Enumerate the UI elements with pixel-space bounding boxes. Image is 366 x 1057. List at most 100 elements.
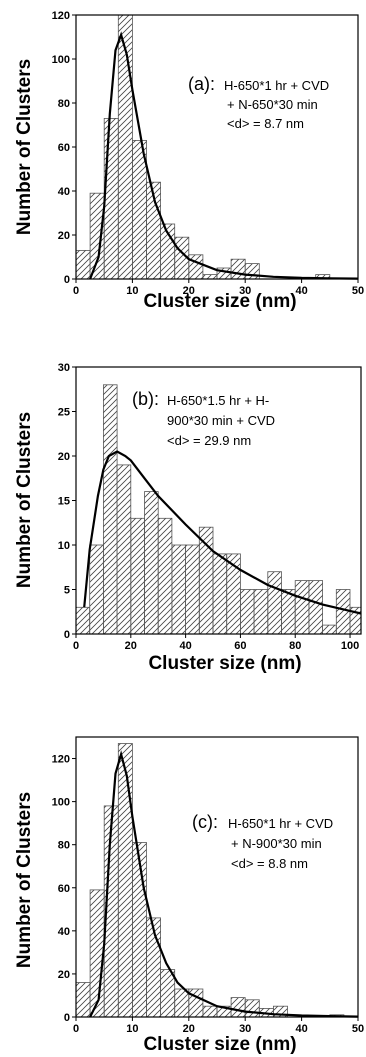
panel-b-bar: [335, 589, 351, 635]
panel-c-y-ticks: 0 20 40 60 80 100 120: [52, 754, 76, 1024]
panel-a-y-tick-label: 80: [58, 98, 70, 110]
panel-b-bar: [89, 544, 104, 635]
panel-b-note-line-1: H-650*1.5 hr + H-: [167, 393, 269, 408]
panel-a-bar: [103, 118, 119, 280]
panel-a-x-axis-title: Cluster size (nm): [143, 291, 296, 312]
panel-c-x-axis-title: Cluster size (nm): [143, 1034, 296, 1055]
panel-c-x-ticks: 0 10 20 30 40 50: [73, 1017, 364, 1035]
panel-a-y-tick-label: 120: [52, 10, 70, 22]
panel-c-note-line-3: <d> = 8.8 nm: [231, 856, 308, 871]
panel-c-x-tick-label: 40: [295, 1023, 307, 1035]
panel-a-x-tick-label: 30: [239, 285, 251, 297]
panel-c-y-axis-title: Number of Clusters: [14, 792, 35, 968]
panel-c-y-tick-label: 0: [64, 1012, 70, 1024]
panel-a-bar: [244, 263, 260, 280]
panel-b-y-tick-label: 0: [64, 629, 70, 641]
panel-c-y-tick-label: 100: [52, 797, 70, 809]
panel-b-bar: [239, 589, 255, 635]
panel-b-note-line-3: <d> = 29.9 nm: [167, 433, 251, 448]
panel-a-x-ticks: 0 10 20 30 40 50: [73, 279, 364, 297]
panel-c-bar: [174, 988, 190, 1018]
panel-c-x-tick-label: 50: [352, 1023, 364, 1035]
panel-a-y-ticks: 0 20 40 60 80 100 120: [52, 10, 76, 286]
panel-b-y-tick-label: 5: [64, 585, 70, 597]
panel-c-x-tick-label: 30: [239, 1023, 251, 1035]
panel-b-bar: [308, 580, 323, 635]
panel-c-y-tick-label: 80: [58, 840, 70, 852]
panel-b-y-tick-label: 15: [58, 496, 70, 508]
panel-b-bar: [267, 571, 282, 635]
panel-b-bar: [103, 384, 118, 635]
panel-a-note-line-2: + N-650*30 min: [227, 97, 318, 112]
panel-b-note-line-2: 900*30 min + CVD: [167, 413, 275, 428]
panel-c-fit-curve: [89, 750, 359, 1018]
panel-a-y-tick-label: 60: [58, 142, 70, 154]
panel-a-x-tick-label: 20: [183, 285, 195, 297]
panel-a-bar: [230, 258, 246, 280]
panel-b-x-tick-label: 40: [179, 640, 191, 652]
panel-c-x-tick-label: 0: [73, 1023, 79, 1035]
panel-b-x-axis-title: Cluster size (nm): [148, 653, 301, 674]
panel-a-note-line-1: H-650*1 hr + CVD: [224, 78, 329, 93]
panel-c: 0 10 20 30 40 50 0 20 40 60 80 100 120 Cluster size…: [14, 736, 364, 1055]
panel-a-x-tick-label: 50: [352, 285, 364, 297]
panel-b-fit-curve: [83, 450, 362, 615]
panel-b-bar: [157, 517, 173, 635]
panel-c-bar: [230, 997, 246, 1018]
panel-a-bar: [188, 254, 204, 280]
panel-b-bar: [171, 544, 186, 635]
panel-c-frame: [75, 736, 359, 1018]
panel-c-label: (c):: [192, 812, 218, 832]
panel-c-note-line-2: + N-900*30 min: [231, 836, 322, 851]
panel-b: 0 20 40 60 80 100 0 5 10 15 20 25 30 Cluster size (…: [14, 362, 362, 674]
panel-c-note-line-1: H-650*1 hr + CVD: [228, 816, 333, 831]
panel-a-bar: [202, 274, 218, 280]
panel-a-fit-curve: [89, 31, 359, 280]
panel-b-y-tick-label: 30: [58, 362, 70, 374]
panel-b-y-axis-title: Number of Clusters: [14, 412, 35, 588]
panel-b-bar: [322, 624, 337, 635]
panel-c-y-tick-label: 120: [52, 754, 70, 766]
panel-b-y-tick-label: 20: [58, 451, 70, 463]
panel-c-bar: [244, 999, 260, 1018]
panel-b-bar: [130, 517, 145, 635]
panel-b-y-tick-label: 10: [58, 540, 70, 552]
panel-a-label: (a):: [188, 74, 215, 94]
panel-a-y-axis-title: Number of Clusters: [14, 59, 35, 235]
panel-b-x-ticks: 0 20 40 60 80 100: [73, 634, 359, 652]
panel-b-bar: [144, 491, 159, 635]
panel-a: 0 10 20 30 40 50 0 20 40 60 80 100 120 Cluster size…: [14, 10, 364, 312]
panel-b-x-tick-label: 100: [341, 640, 359, 652]
panel-c-bar: [89, 889, 105, 1018]
panel-a-bar: [75, 249, 91, 280]
panel-c-y-tick-label: 40: [58, 926, 70, 938]
panel-c-bar: [117, 743, 133, 1018]
panel-b-x-tick-label: 0: [73, 640, 79, 652]
panel-c-bar: [202, 1005, 218, 1018]
panel-c-bars: [75, 743, 345, 1018]
panel-a-bars: [75, 14, 331, 280]
panel-b-bar: [75, 606, 91, 635]
panel-b-bar: [185, 544, 200, 635]
panel-a-x-tick-label: 10: [126, 285, 138, 297]
panel-a-y-tick-label: 40: [58, 186, 70, 198]
panel-c-bar: [75, 982, 91, 1018]
panel-a-x-tick-label: 40: [295, 285, 307, 297]
panel-c-x-tick-label: 10: [126, 1023, 138, 1035]
panel-b-x-tick-label: 60: [234, 640, 246, 652]
panel-b-bars: [75, 384, 362, 635]
panel-a-x-tick-label: 0: [73, 285, 79, 297]
panel-b-bar: [281, 589, 296, 635]
panel-a-bar: [89, 192, 105, 280]
panel-c-bar: [131, 842, 147, 1018]
panel-b-y-tick-label: 25: [58, 407, 70, 419]
panel-a-y-tick-label: 0: [64, 274, 70, 286]
panel-b-x-tick-label: 80: [289, 640, 301, 652]
panel-c-bar: [160, 969, 176, 1018]
panel-b-bar: [294, 580, 310, 635]
panel-b-label: (b):: [132, 389, 159, 409]
panel-b-y-ticks: 0 5 10 15 20 25 30: [58, 362, 76, 641]
panel-b-bar: [116, 464, 132, 635]
panel-a-y-tick-label: 20: [58, 230, 70, 242]
